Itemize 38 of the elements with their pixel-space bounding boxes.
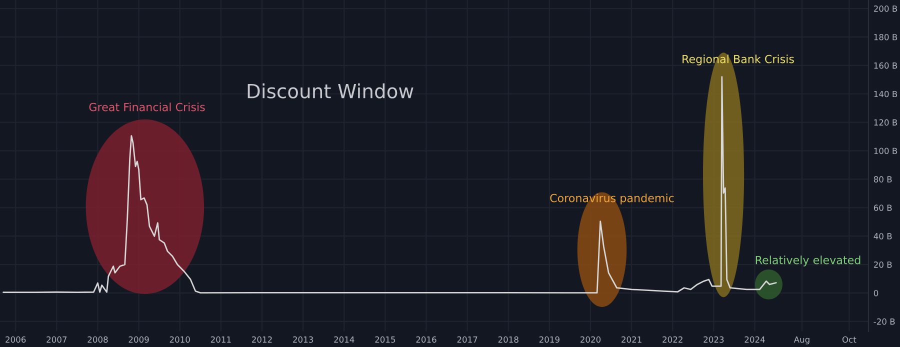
x-tick-label: 2010	[170, 336, 190, 343]
x-tick-label: 2015	[375, 336, 396, 343]
annotation: Great Financial Crisis	[89, 102, 205, 112]
x-tick-label: 2017	[457, 336, 478, 343]
x-tick-label: 2019	[539, 336, 560, 343]
x-tick-label: 2014	[334, 336, 354, 343]
x-tick-label: 2008	[88, 336, 108, 343]
y-tick-label: 20 B	[874, 262, 892, 268]
x-tick-label: 2013	[293, 336, 313, 343]
y-tick-label: 140 B	[874, 90, 898, 98]
x-tick-label: Aug	[794, 336, 810, 344]
x-tick-label: Oct	[842, 336, 856, 343]
y-tick-label: -20 B	[874, 318, 895, 325]
x-tick-label: 2020	[580, 336, 601, 343]
x-tick-label: 2012	[252, 336, 272, 343]
x-tick-label: 2024	[744, 336, 765, 343]
y-tick-label: 120 B	[874, 119, 898, 126]
y-tick-label: 60 B	[874, 204, 892, 211]
y-tick-label: 180 B	[874, 34, 898, 40]
y-tick-label: 0	[874, 290, 878, 296]
y-tick-label: 200 B	[874, 6, 898, 12]
y-tick-label: 80 B	[874, 176, 892, 182]
x-tick-label: 2009	[128, 336, 149, 343]
x-tick-label: 2021	[622, 336, 642, 343]
annotation: Regional Bank Crisis	[682, 54, 794, 66]
x-tick-label: 2016	[416, 336, 436, 343]
text: Discount Window	[248, 83, 414, 98]
y-tick-label: 100 B	[874, 148, 898, 154]
x-tick-label: 2018	[498, 336, 518, 343]
annotation: Relatively elevated	[756, 256, 860, 266]
y-tick-label: 40 B	[874, 233, 892, 240]
x-tick-label: 2011	[210, 336, 231, 343]
annotation: Coronavirus pandemic	[550, 194, 674, 204]
x-tick-label: 2023	[704, 336, 724, 343]
x-tick-label: 2022	[662, 336, 682, 343]
y-tick-label: 160 B	[874, 62, 898, 69]
x-tick-label: 2006	[6, 336, 26, 343]
x-tick-label: 2007	[46, 336, 67, 343]
